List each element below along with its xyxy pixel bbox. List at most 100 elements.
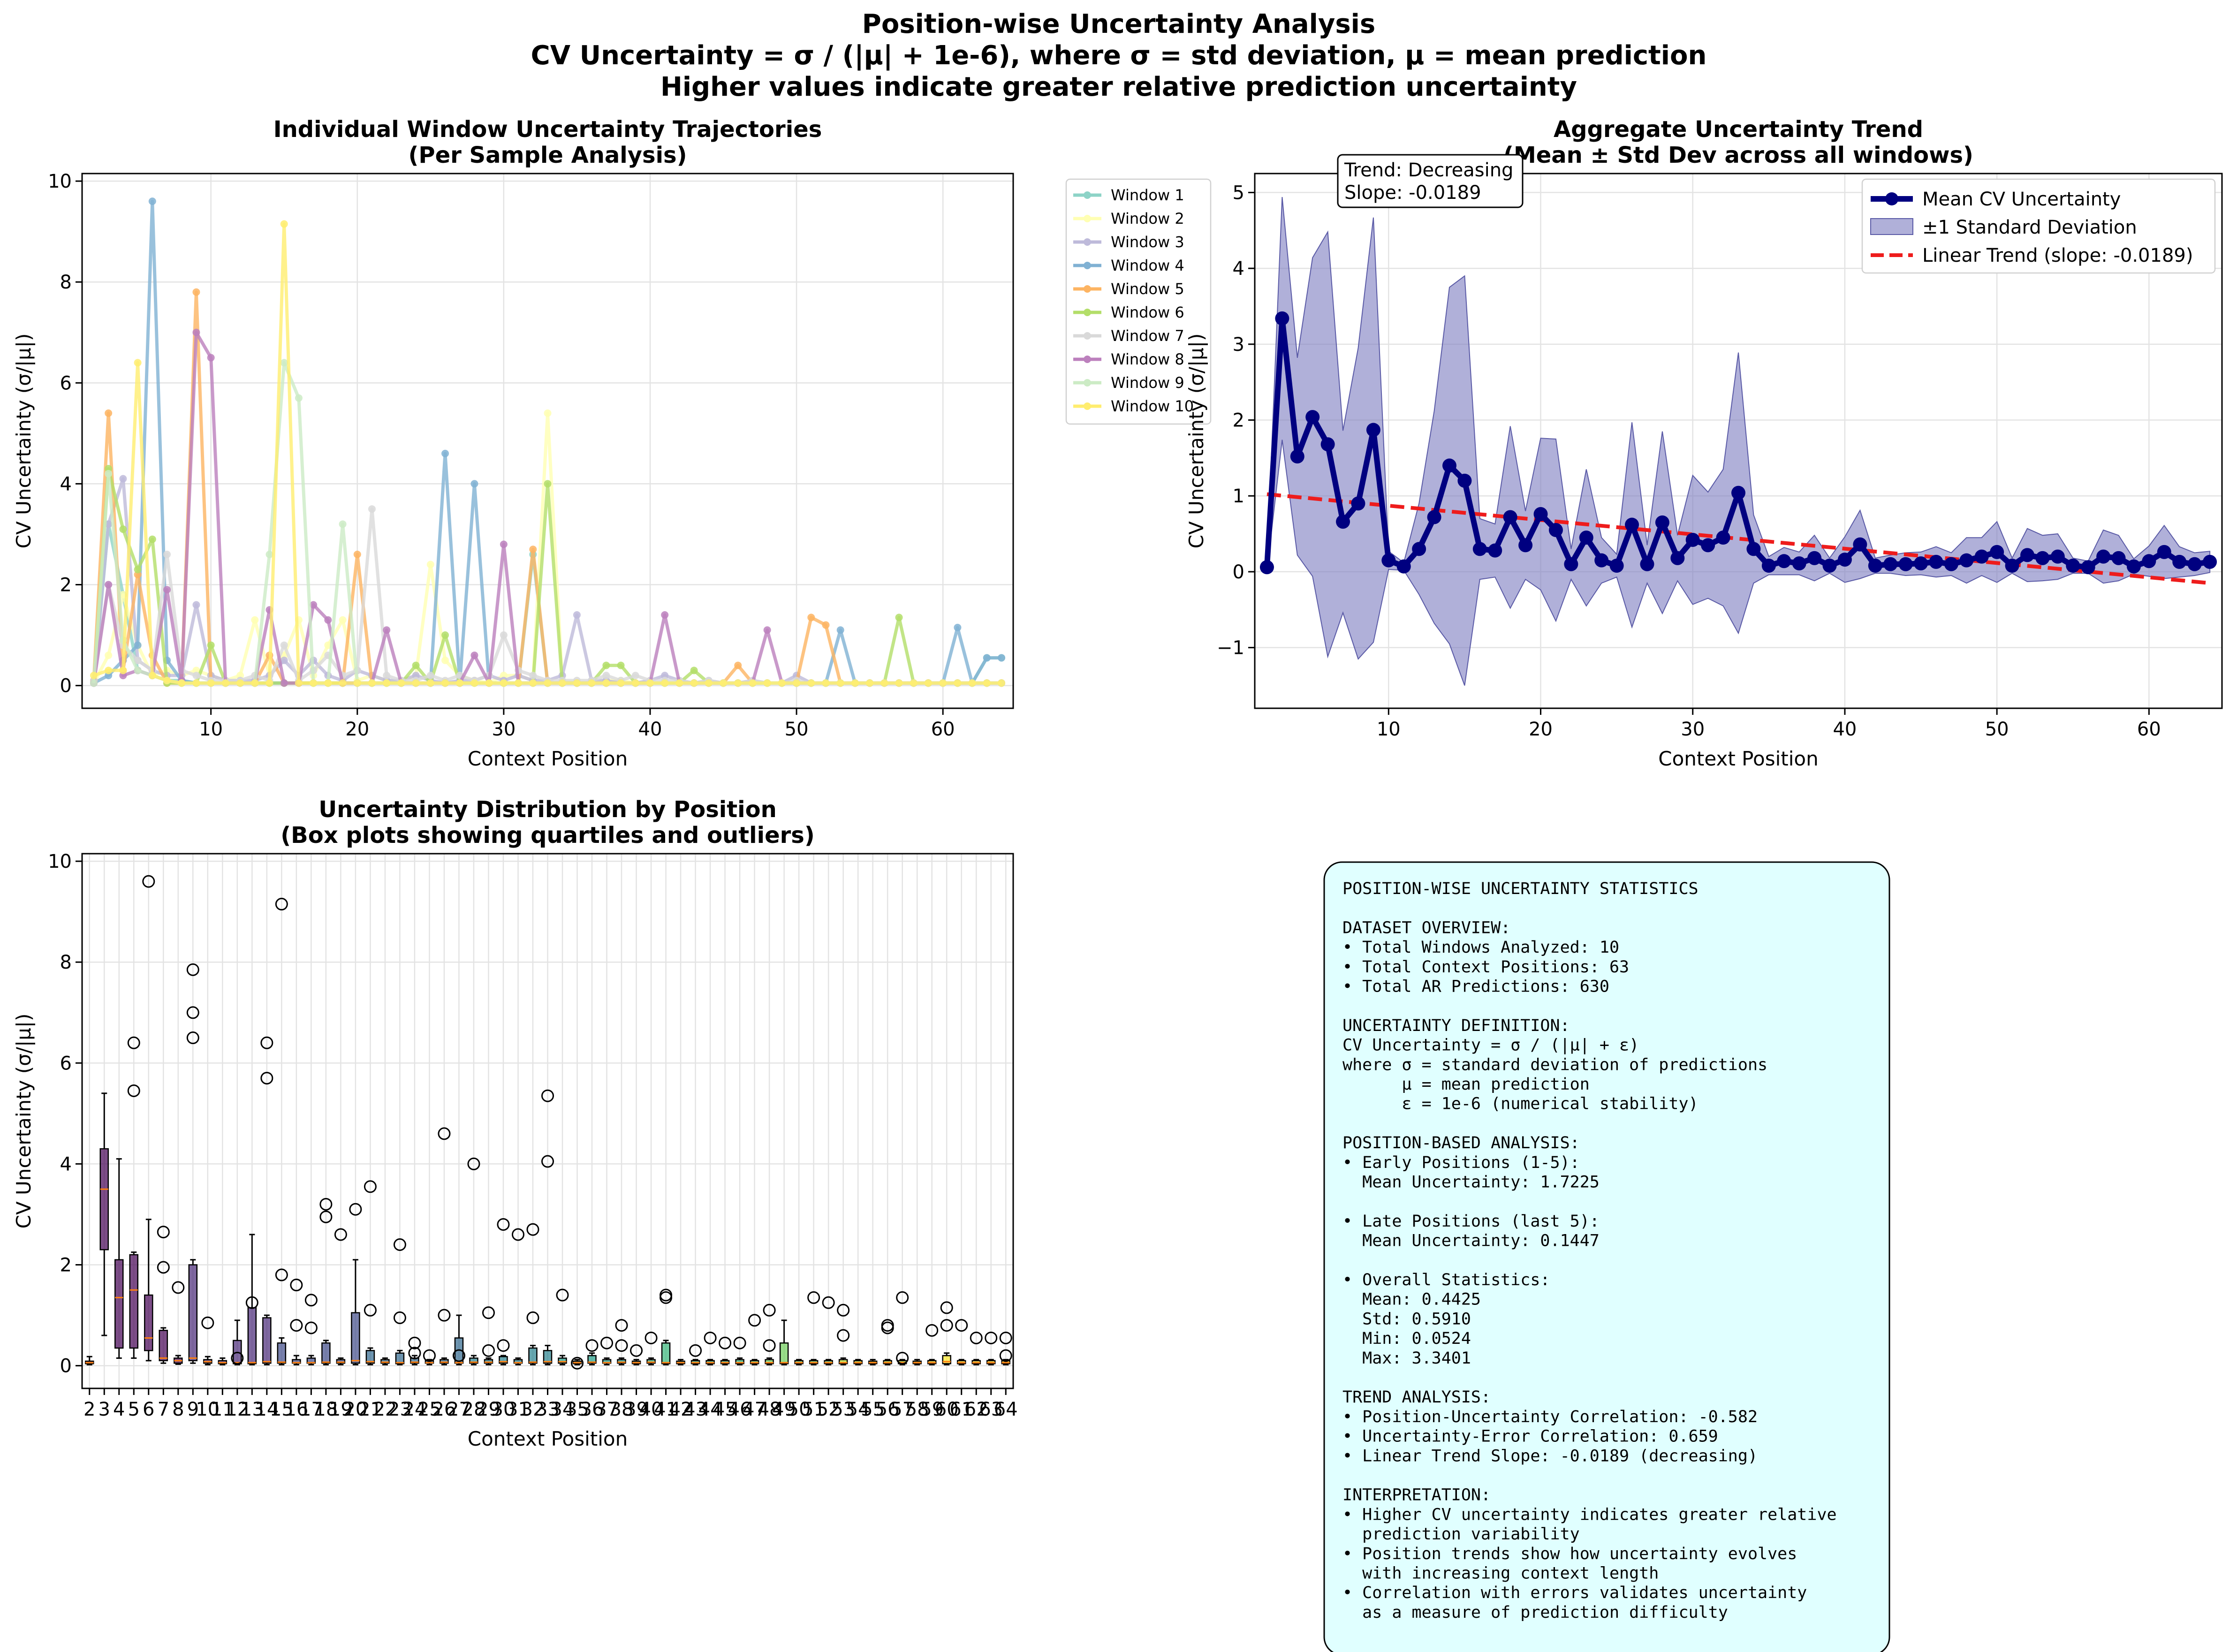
- data-point: [807, 679, 815, 687]
- data-point: [734, 661, 742, 669]
- mean-point: [1381, 553, 1396, 568]
- stats-line: DATASET OVERVIEW:: [1342, 918, 1510, 937]
- outlier: [157, 1226, 170, 1239]
- data-point: [895, 614, 903, 621]
- data-point: [661, 679, 669, 687]
- outlier: [482, 1306, 495, 1319]
- y-tick-label: −1: [1217, 637, 1244, 659]
- outlier: [660, 1291, 673, 1304]
- mean-point: [1533, 507, 1548, 522]
- data-point: [134, 641, 142, 649]
- data-point: [383, 672, 391, 680]
- chart-title-line: Aggregate Uncertainty Trend: [1554, 116, 1923, 143]
- stats-line: as a measure of prediction difficulty: [1342, 1603, 1728, 1622]
- box-position-45: [719, 1336, 732, 1365]
- box-position-31: [511, 1228, 524, 1365]
- mean-point: [1625, 517, 1639, 532]
- outlier: [822, 1296, 835, 1309]
- x-tick-label: 36: [580, 1399, 604, 1420]
- outlier: [733, 1336, 746, 1349]
- box-position-40: [645, 1331, 658, 1365]
- data-point: [192, 679, 200, 687]
- stats-line: Min: 0.0524: [1342, 1329, 1471, 1348]
- x-tick-label: 51: [802, 1399, 826, 1420]
- box: [528, 1347, 538, 1364]
- stats-line: CV Uncertainty = σ / (|μ| + ε): [1342, 1036, 1639, 1055]
- box-position-20: [349, 1203, 362, 1365]
- x-tick-label: 50: [787, 1399, 811, 1420]
- legend-item: Window 1: [1073, 186, 1184, 204]
- data-point: [280, 641, 288, 649]
- legend-frame: [1065, 178, 1212, 425]
- outlier: [201, 1316, 214, 1329]
- outlier: [807, 1291, 820, 1304]
- data-point: [353, 679, 361, 687]
- x-tick-label: 40: [1833, 719, 1857, 740]
- stats-line: • Total Context Positions: 63: [1342, 958, 1629, 977]
- data-point: [573, 611, 581, 619]
- data-point: [105, 652, 113, 659]
- legend-item: Window 9: [1073, 374, 1184, 392]
- x-tick-label: 44: [698, 1399, 722, 1420]
- outlier: [571, 1356, 584, 1370]
- data-point: [500, 679, 508, 687]
- legend-label: Window 4: [1111, 257, 1184, 274]
- x-tick-label: 49: [772, 1399, 796, 1420]
- box-position-50: [794, 1359, 804, 1365]
- stats-line: POSITION-WISE UNCERTAINTY STATISTICS: [1342, 879, 1699, 898]
- data-point: [90, 679, 98, 687]
- outlier: [837, 1303, 850, 1317]
- y-tick-label: 2: [1233, 410, 1244, 432]
- x-tick-label: 9: [187, 1399, 199, 1420]
- mean-point: [1731, 485, 1745, 500]
- box-position-34: [556, 1288, 569, 1365]
- mean-point: [1442, 458, 1456, 473]
- box: [765, 1359, 774, 1364]
- x-tick-label: 45: [713, 1399, 737, 1420]
- outlier: [364, 1180, 377, 1193]
- x-tick-label: 60: [2137, 719, 2161, 740]
- box: [942, 1355, 951, 1364]
- x-tick-label: 22: [373, 1399, 397, 1420]
- data-point: [251, 616, 259, 624]
- chart-title-line: Individual Window Uncertainty Trajectori…: [273, 116, 822, 143]
- mean-point: [1670, 551, 1685, 565]
- aggregate-trend-chart: 10 20 30 40 50 60 −1 0 1 2 3 4 5 Context Position CV U…: [1185, 116, 2223, 770]
- legend-label: Window 8: [1111, 350, 1184, 368]
- y-tick-label: 2: [60, 1255, 72, 1276]
- x-tick-label: 50: [1985, 719, 2009, 740]
- legend-marker: [1084, 309, 1091, 316]
- box-position-47: [748, 1314, 761, 1365]
- outlier: [526, 1223, 539, 1236]
- outlier: [275, 1268, 288, 1281]
- x-tick-label: 11: [211, 1399, 235, 1420]
- mean-point: [1640, 557, 1654, 571]
- data-point: [221, 679, 229, 687]
- data-point: [426, 679, 434, 687]
- outlier: [260, 1036, 273, 1049]
- y-tick-label: 4: [1233, 258, 1244, 280]
- x-tick-label: 46: [728, 1399, 752, 1420]
- x-tick-label: 29: [477, 1399, 500, 1420]
- outlier: [985, 1331, 998, 1344]
- outlier: [334, 1228, 347, 1241]
- outlier: [290, 1279, 303, 1292]
- mean-point: [2020, 548, 2035, 562]
- y-tick-label: 0: [1233, 561, 1244, 583]
- outlier: [881, 1321, 894, 1334]
- box-position-44: [704, 1331, 717, 1365]
- outlier: [541, 1155, 554, 1168]
- ticks: 10 20 30 40 50 60 0 2 4 6 8 10: [48, 171, 955, 740]
- box: [484, 1359, 493, 1364]
- x-tick-label: 21: [358, 1399, 382, 1420]
- mean-point: [2005, 559, 2019, 573]
- mean-point: [2187, 557, 2202, 571]
- data-point: [720, 679, 728, 687]
- x-tick-label: 60: [931, 719, 955, 740]
- outlier: [896, 1351, 909, 1364]
- data-point: [866, 679, 874, 687]
- mean-point: [1336, 515, 1350, 529]
- y-tick-label: 3: [1233, 334, 1244, 356]
- suptitle-line3: Higher values indicate greater relative …: [660, 72, 1577, 102]
- data-point: [690, 679, 698, 687]
